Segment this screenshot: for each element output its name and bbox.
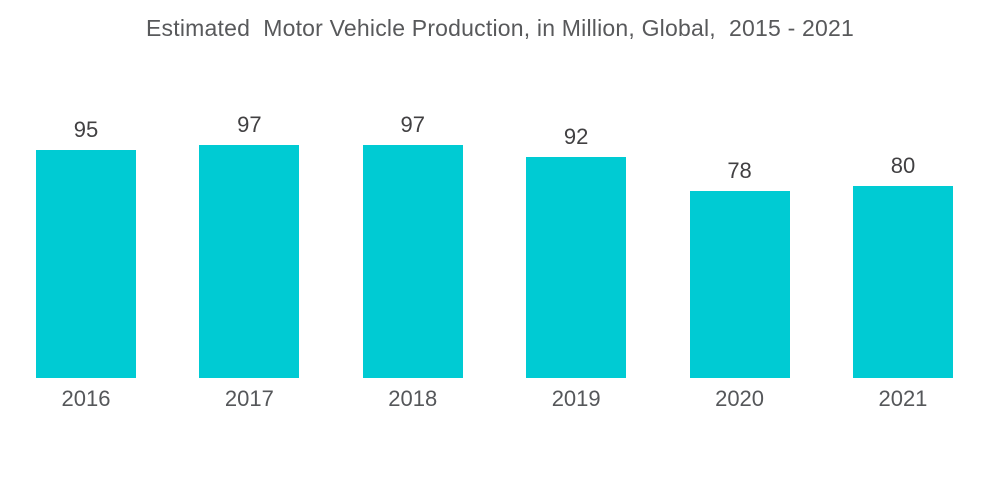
bar-value-label: 97 (237, 112, 262, 137)
bar-group: 97 2017 (199, 112, 300, 412)
bar-value-label: 95 (73, 117, 99, 142)
bar (362, 145, 463, 378)
bar-category-label: 2016 (61, 386, 111, 411)
bar-value-label: 78 (727, 158, 752, 183)
chart-title: Estimated Motor Vehicle Production, in M… (146, 15, 854, 41)
bar-category-label: 2018 (388, 386, 438, 411)
bar (526, 157, 627, 378)
bar-category-label: 2021 (878, 386, 928, 411)
bar (199, 145, 300, 378)
bar-category-label: 2019 (551, 386, 601, 411)
bar-group: 97 2018 (362, 112, 463, 412)
bar (36, 150, 136, 378)
bar-chart: 95 2016 97 2017 97 2018 92 2019 78 2020 80 2021 (36, 0, 953, 412)
bar (689, 191, 790, 378)
bar-category-label: 2020 (715, 386, 765, 411)
bar-category-label: 2017 (224, 386, 274, 411)
bar-group: 95 2016 (36, 117, 136, 412)
bar-group: 80 2021 (852, 153, 953, 412)
bar (852, 186, 953, 378)
bar-value-label: 92 (563, 124, 589, 149)
bar-group: 92 2019 (526, 124, 627, 412)
bar-group: 78 2020 (689, 158, 790, 412)
bar-value-label: 80 (890, 153, 916, 178)
bar-value-label: 97 (400, 112, 426, 137)
